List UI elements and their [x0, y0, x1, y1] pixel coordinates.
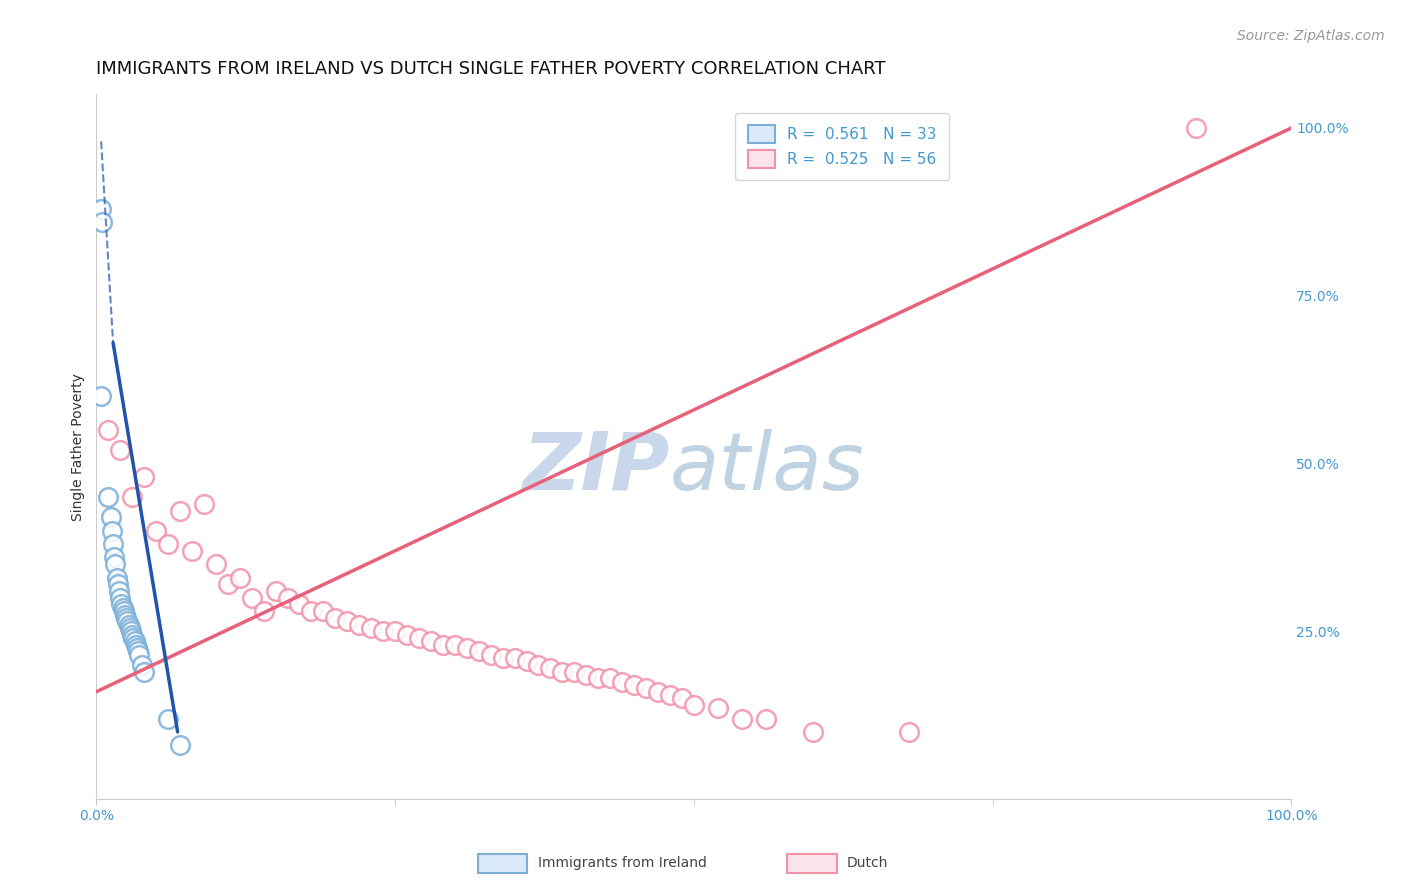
Point	[277, 591, 299, 605]
Point	[112, 604, 135, 618]
Point	[527, 657, 550, 672]
Text: atlas: atlas	[669, 429, 865, 507]
Point	[479, 648, 502, 662]
Point	[492, 651, 515, 665]
Point	[103, 550, 125, 565]
Text: Dutch: Dutch	[846, 855, 887, 870]
Point	[551, 665, 574, 679]
Text: Source: ZipAtlas.com: Source: ZipAtlas.com	[1237, 29, 1385, 43]
Point	[134, 665, 156, 679]
Text: Immigrants from Ireland: Immigrants from Ireland	[538, 855, 707, 870]
Y-axis label: Single Father Poverty: Single Father Poverty	[72, 373, 86, 521]
Point	[229, 571, 252, 585]
Point	[360, 621, 382, 635]
Point	[897, 725, 920, 739]
Point	[706, 701, 728, 715]
Point	[538, 661, 561, 675]
Point	[169, 739, 191, 753]
Point	[114, 607, 136, 622]
Point	[110, 598, 132, 612]
Point	[586, 671, 609, 685]
Point	[128, 648, 150, 662]
Point	[610, 674, 633, 689]
Point	[253, 604, 276, 618]
Point	[145, 524, 167, 538]
Point	[325, 611, 347, 625]
Point	[682, 698, 704, 712]
Point	[125, 638, 148, 652]
Point	[107, 577, 129, 591]
Point	[349, 617, 371, 632]
Point	[1184, 120, 1206, 135]
Point	[117, 617, 139, 632]
Point	[115, 611, 138, 625]
Text: IMMIGRANTS FROM IRELAND VS DUTCH SINGLE FATHER POVERTY CORRELATION CHART: IMMIGRANTS FROM IRELAND VS DUTCH SINGLE …	[97, 60, 886, 78]
Point	[658, 688, 681, 702]
Point	[134, 470, 156, 484]
Point	[801, 725, 824, 739]
Point	[217, 577, 239, 591]
Point	[97, 490, 120, 504]
Point	[127, 644, 149, 658]
Point	[468, 644, 491, 658]
Point	[91, 215, 114, 229]
Point	[122, 631, 145, 645]
Point	[456, 641, 478, 656]
Point	[312, 604, 335, 618]
Point	[121, 627, 143, 641]
Point	[101, 524, 124, 538]
Point	[264, 584, 287, 599]
Legend: R =  0.561   N = 33, R =  0.525   N = 56: R = 0.561 N = 33, R = 0.525 N = 56	[735, 112, 949, 180]
Point	[110, 443, 132, 458]
Point	[515, 655, 537, 669]
Point	[131, 657, 153, 672]
Point	[384, 624, 406, 639]
Point	[396, 627, 419, 641]
Point	[444, 638, 467, 652]
Point	[90, 389, 112, 403]
Point	[373, 624, 395, 639]
Point	[301, 604, 323, 618]
Point	[408, 631, 430, 645]
Point	[100, 510, 122, 524]
Point	[599, 671, 621, 685]
Point	[336, 614, 359, 628]
Point	[623, 678, 645, 692]
Point	[288, 598, 311, 612]
Point	[754, 712, 776, 726]
Point	[104, 557, 127, 571]
Point	[634, 681, 657, 696]
Point	[181, 543, 204, 558]
Point	[110, 591, 132, 605]
Point	[117, 614, 139, 628]
Point	[105, 571, 128, 585]
Point	[562, 665, 585, 679]
Point	[124, 634, 146, 648]
Text: ZIP: ZIP	[523, 429, 669, 507]
Point	[121, 490, 143, 504]
Point	[157, 537, 180, 551]
Point	[120, 624, 142, 639]
Point	[97, 423, 120, 437]
Point	[169, 503, 191, 517]
Point	[193, 497, 215, 511]
Point	[240, 591, 263, 605]
Point	[118, 621, 141, 635]
Point	[432, 638, 454, 652]
Point	[108, 584, 131, 599]
Point	[575, 668, 598, 682]
Point	[730, 712, 752, 726]
Point	[90, 202, 112, 216]
Point	[111, 600, 134, 615]
Point	[125, 641, 148, 656]
Point	[647, 684, 669, 698]
Point	[503, 651, 526, 665]
Point	[671, 691, 693, 706]
Point	[420, 634, 443, 648]
Point	[205, 557, 228, 571]
Point	[157, 712, 180, 726]
Point	[101, 537, 124, 551]
